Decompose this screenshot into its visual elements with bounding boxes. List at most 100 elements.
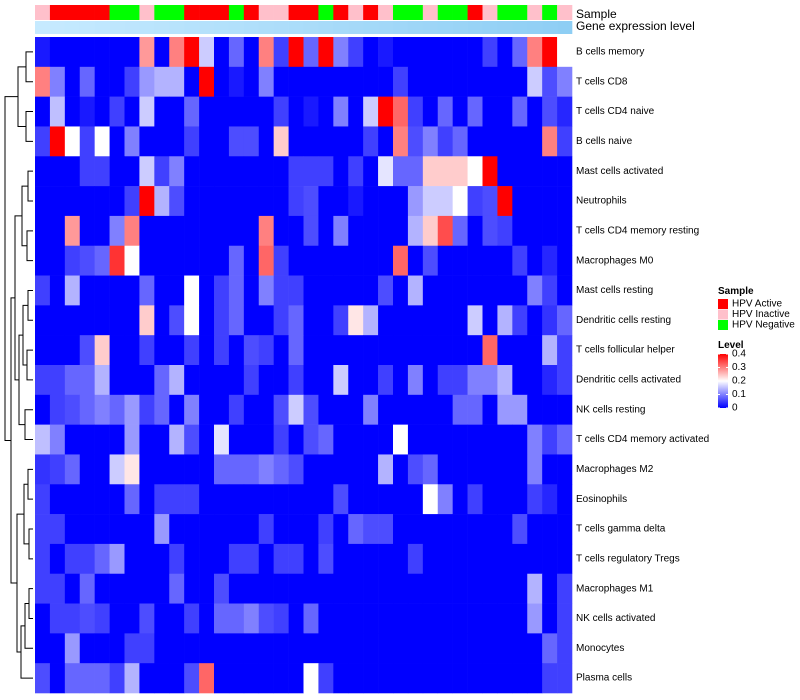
heatmap-cell xyxy=(139,156,155,187)
heatmap-cell xyxy=(318,454,334,485)
heatmap-cell xyxy=(437,37,453,68)
heatmap-cell xyxy=(258,573,274,604)
heatmap-cell xyxy=(94,245,110,276)
heatmap-cell xyxy=(79,66,95,97)
heatmap-cell xyxy=(422,424,439,455)
heatmap-cell xyxy=(467,186,483,217)
heatmap-cell xyxy=(169,305,185,336)
sample-annotation-cell xyxy=(228,5,245,20)
heatmap-cell xyxy=(214,484,230,515)
heatmap-cell xyxy=(407,424,424,455)
heatmap-cell xyxy=(64,245,81,276)
heatmap-cell xyxy=(303,275,319,306)
expression-annotation-cell xyxy=(422,21,439,34)
heatmap-cell xyxy=(199,663,215,694)
heatmap-cell xyxy=(557,603,573,634)
heatmap-cell xyxy=(467,245,483,276)
heatmap-cell xyxy=(378,365,394,396)
expression-annotation-cell xyxy=(452,21,468,34)
heatmap-cell xyxy=(124,514,140,545)
heatmap-cell xyxy=(452,663,468,694)
heatmap-cell xyxy=(214,394,230,425)
heatmap-cell xyxy=(199,394,215,425)
expression-annotation-cell xyxy=(243,21,260,34)
heatmap-cell xyxy=(154,543,170,575)
heatmap-cell xyxy=(482,394,498,425)
heatmap-cell xyxy=(363,424,379,455)
heatmap-cell xyxy=(452,66,468,97)
heatmap-cell xyxy=(303,186,319,217)
heatmap-cell xyxy=(214,514,230,545)
heatmap-cell xyxy=(497,335,513,366)
heatmap-cell xyxy=(243,156,260,187)
heatmap-cell xyxy=(273,424,289,455)
heatmap-cell xyxy=(512,335,528,366)
heatmap-cell xyxy=(378,335,394,366)
heatmap-cell xyxy=(169,275,185,306)
heatmap-cell xyxy=(64,37,81,68)
heatmap-cell xyxy=(94,543,110,575)
heatmap-cell xyxy=(124,66,140,97)
heatmap-cell xyxy=(422,394,439,425)
heatmap-cell xyxy=(467,424,483,455)
heatmap-cell xyxy=(94,514,110,545)
heatmap-cell xyxy=(184,305,200,336)
heatmap-cell xyxy=(467,573,483,604)
sample-legend-label: HPV Negative xyxy=(732,320,795,331)
heatmap-cell xyxy=(139,96,155,127)
heatmap-cell xyxy=(482,245,498,276)
heatmap-cell xyxy=(303,365,319,396)
heatmap-cell xyxy=(512,305,528,336)
heatmap-cell xyxy=(139,514,155,545)
heatmap-cell xyxy=(363,215,379,247)
heatmap-cell xyxy=(363,514,379,545)
heatmap-cell xyxy=(199,603,215,634)
dendrogram-branch xyxy=(18,334,25,426)
heatmap-cell xyxy=(154,424,170,455)
heatmap-cell xyxy=(109,514,125,545)
heatmap-cell xyxy=(228,215,245,247)
heatmap-cell xyxy=(333,663,349,694)
heatmap-cell xyxy=(467,215,483,247)
dendrogram-branch xyxy=(27,170,33,202)
heatmap-cell xyxy=(348,96,364,127)
heatmap-cell xyxy=(303,305,319,336)
dendrogram-branch xyxy=(26,349,33,381)
heatmap-cell xyxy=(154,514,170,545)
heatmap-cell xyxy=(467,335,483,366)
dendrogram-branch xyxy=(17,66,26,127)
heatmap-cell xyxy=(258,305,274,336)
heatmap-cell xyxy=(35,186,51,217)
heatmap-cell xyxy=(393,126,409,157)
heatmap-cell xyxy=(497,633,513,664)
heatmap-cell xyxy=(49,573,66,604)
heatmap-cell xyxy=(422,365,439,396)
heatmap-cell xyxy=(79,186,95,217)
heatmap-cell xyxy=(109,633,125,664)
heatmap-cell xyxy=(214,543,230,575)
row-label: B cells memory xyxy=(576,47,644,58)
heatmap-cell xyxy=(348,215,364,247)
heatmap-cell xyxy=(199,514,215,545)
heatmap-cell xyxy=(94,663,110,694)
heatmap-cell xyxy=(318,215,334,247)
heatmap-cell xyxy=(184,245,200,276)
heatmap-cell xyxy=(407,96,424,127)
heatmap-cell xyxy=(199,454,215,485)
expression-annotation-cell xyxy=(482,21,498,34)
row-label: Dendritic cells resting xyxy=(576,315,671,326)
heatmap-cell xyxy=(199,245,215,276)
dendrogram-branch xyxy=(10,297,17,584)
heatmap-cell xyxy=(214,603,230,634)
heatmap-cell xyxy=(497,603,513,634)
heatmap-cell xyxy=(378,514,394,545)
heatmap-cell xyxy=(199,305,215,336)
heatmap-cell xyxy=(228,156,245,187)
heatmap-cell xyxy=(64,96,81,127)
dendrogram-branch xyxy=(28,528,33,560)
heatmap-cell xyxy=(139,543,155,575)
heatmap-cell xyxy=(109,245,125,276)
expression-annotation-cell xyxy=(169,21,185,34)
heatmap-cell xyxy=(154,215,170,247)
